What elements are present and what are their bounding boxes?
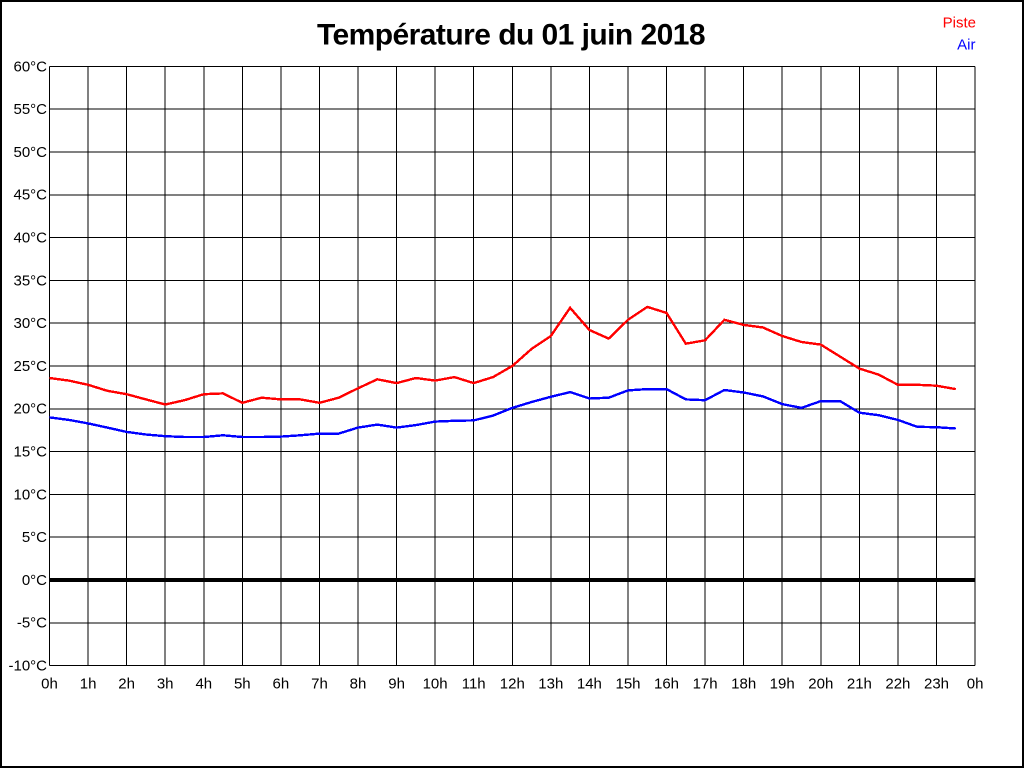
svg-text:19h: 19h: [770, 676, 795, 693]
svg-text:-5°C: -5°C: [17, 615, 47, 632]
svg-text:10°C: 10°C: [13, 486, 47, 503]
svg-text:35°C: 35°C: [13, 272, 47, 289]
svg-text:0h: 0h: [41, 676, 58, 693]
svg-text:45°C: 45°C: [13, 187, 47, 204]
svg-text:20h: 20h: [808, 676, 833, 693]
svg-text:12h: 12h: [500, 676, 525, 693]
svg-text:17h: 17h: [693, 676, 718, 693]
svg-text:30°C: 30°C: [13, 315, 47, 332]
svg-text:15°C: 15°C: [13, 444, 47, 461]
svg-text:1h: 1h: [80, 676, 97, 693]
svg-text:14h: 14h: [577, 676, 602, 693]
svg-text:5h: 5h: [234, 676, 251, 693]
svg-text:22h: 22h: [885, 676, 910, 693]
svg-text:40°C: 40°C: [13, 230, 47, 247]
svg-text:Air: Air: [957, 36, 975, 53]
svg-text:6h: 6h: [273, 676, 290, 693]
svg-text:Piste: Piste: [943, 15, 976, 32]
svg-text:3h: 3h: [157, 676, 174, 693]
svg-text:23h: 23h: [924, 676, 949, 693]
svg-text:50°C: 50°C: [13, 144, 47, 161]
svg-text:20°C: 20°C: [13, 401, 47, 418]
svg-text:11h: 11h: [462, 676, 486, 693]
svg-text:-10°C: -10°C: [8, 658, 47, 675]
svg-text:5°C: 5°C: [22, 529, 47, 546]
svg-text:25°C: 25°C: [13, 358, 47, 375]
svg-text:13h: 13h: [538, 676, 563, 693]
svg-text:60°C: 60°C: [13, 58, 47, 75]
svg-text:55°C: 55°C: [13, 101, 47, 118]
svg-text:10h: 10h: [423, 676, 448, 693]
svg-text:8h: 8h: [350, 676, 367, 693]
svg-text:16h: 16h: [654, 676, 679, 693]
svg-text:21h: 21h: [847, 676, 872, 693]
svg-text:7h: 7h: [311, 676, 328, 693]
svg-text:15h: 15h: [615, 676, 640, 693]
svg-text:0°C: 0°C: [22, 572, 47, 589]
svg-text:9h: 9h: [388, 676, 405, 693]
svg-text:0h: 0h: [967, 676, 984, 693]
svg-text:2h: 2h: [118, 676, 135, 693]
svg-text:Température du 01 juin 2018: Température du 01 juin 2018: [317, 19, 705, 52]
svg-text:4h: 4h: [195, 676, 212, 693]
svg-text:18h: 18h: [731, 676, 756, 693]
